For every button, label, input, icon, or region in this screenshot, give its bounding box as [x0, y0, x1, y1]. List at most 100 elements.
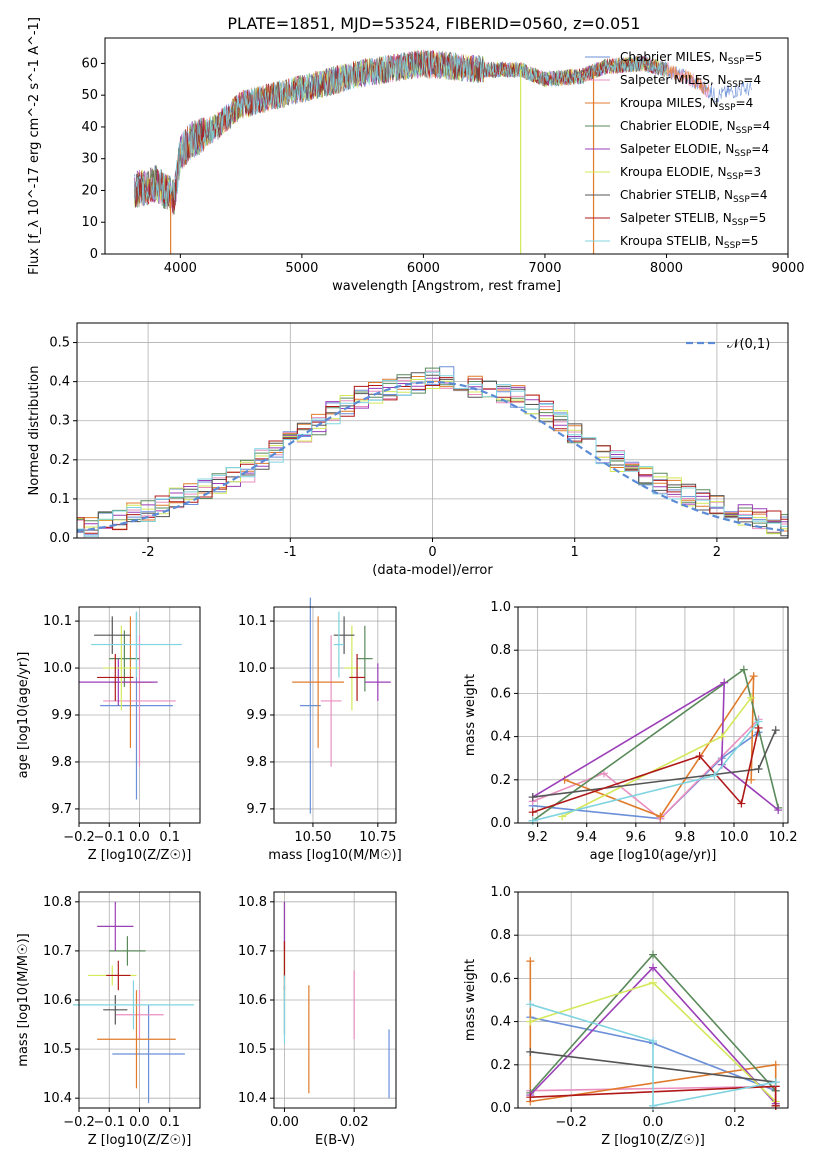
weight-marker — [717, 732, 726, 741]
y-tick-label: 0.4 — [49, 375, 70, 390]
weight-marker — [774, 806, 783, 815]
x-tick-label: 0.0 — [129, 830, 150, 845]
weight-marker — [526, 1017, 535, 1026]
y-tick-label: 0 — [90, 247, 98, 262]
y-tick-label: 60 — [81, 56, 98, 71]
y-axis-label: mass weight — [463, 674, 478, 756]
weight-marker — [649, 963, 657, 972]
y-tick-label: 0.6 — [490, 686, 511, 701]
x-tick-label: −0.2 — [63, 830, 95, 845]
histogram-step — [77, 367, 788, 534]
axes-frame — [78, 606, 201, 824]
weight-marker — [526, 1047, 535, 1056]
legend-entry: Salpeter STELIB, NSSP=5 — [620, 211, 766, 228]
weight-marker — [526, 1093, 535, 1102]
weight-marker — [649, 950, 657, 959]
weight-marker — [737, 799, 746, 808]
y-tick-label: 10.4 — [43, 1091, 72, 1106]
y-tick-label: 9.8 — [246, 755, 267, 770]
x-tick-label: 9.2 — [527, 830, 548, 845]
y-tick-label: 0.4 — [490, 730, 511, 745]
y-tick-label: 10.7 — [238, 944, 267, 959]
x-tick-label: 7000 — [528, 261, 561, 276]
histogram-group — [77, 366, 788, 538]
weight-marker — [649, 978, 657, 987]
y-axis-label: mass weight — [463, 959, 478, 1041]
y-tick-label: 9.9 — [246, 708, 267, 723]
histogram-step — [77, 377, 788, 534]
x-tick-label: 9.4 — [576, 830, 597, 845]
weight-marker — [710, 771, 719, 780]
weight-line — [532, 727, 760, 813]
weight-line — [564, 673, 755, 818]
legend-entry: Salpeter MILES, NSSP=4 — [620, 73, 761, 90]
x-axis-label: (data-model)/error — [372, 563, 493, 578]
spectrum-line — [133, 50, 667, 212]
x-tick-label: 10.2 — [769, 830, 798, 845]
y-tick-label: 0.0 — [490, 816, 511, 831]
y-tick-label: 10.1 — [43, 614, 72, 629]
y-tick-label: 0.5 — [49, 336, 70, 351]
y-tick-label: 0.0 — [49, 531, 70, 546]
y-tick-label: 10.8 — [238, 895, 267, 910]
legend-entry: Kroupa STELIB, NSSP=5 — [620, 234, 758, 251]
x-axis-label: Z [log10(Z/Z☉)] — [88, 848, 192, 863]
weight-marker — [771, 1078, 780, 1087]
y-tick-label: 0.1 — [49, 492, 70, 507]
x-tick-label: 8000 — [650, 261, 683, 276]
x-tick-label: 4000 — [164, 261, 197, 276]
legend-entry: Salpeter ELODIE, NSSP=4 — [620, 142, 769, 159]
histogram-step — [77, 372, 788, 537]
spectrum-line — [133, 50, 667, 207]
y-axis-label: Normed distribution — [27, 366, 42, 496]
x-tick-label: 0.00 — [270, 1115, 299, 1130]
y-tick-label: 10.6 — [238, 993, 267, 1008]
weight-marker — [747, 775, 756, 784]
weight-marker — [695, 752, 704, 761]
axes-frame — [273, 606, 397, 824]
y-tick-label: 9.9 — [51, 708, 72, 723]
spectrum-group — [133, 49, 752, 254]
x-axis-label: wavelength [Angstrom, rest frame] — [332, 279, 561, 294]
legend-entry: Kroupa ELODIE, NSSP=3 — [620, 165, 761, 182]
weight-marker — [528, 816, 537, 825]
y-tick-label: 0.6 — [490, 971, 511, 986]
x-tick-label: −0.1 — [93, 1115, 125, 1130]
x-axis-label: Z [log10(Z/Z☉)] — [601, 1133, 705, 1148]
x-axis-label: mass [log10(M/M☉)] — [268, 848, 401, 863]
y-tick-label: 1.0 — [490, 600, 511, 615]
y-tick-label: 9.7 — [51, 802, 72, 817]
x-tick-label: -2 — [142, 545, 155, 560]
weight-line — [530, 1003, 776, 1107]
x-tick-label: 0.0 — [129, 1115, 150, 1130]
x-tick-label: 5000 — [285, 261, 318, 276]
normal-curve — [77, 380, 788, 533]
y-tick-label: 10.4 — [238, 1091, 267, 1106]
y-tick-label: 10.7 — [43, 944, 72, 959]
y-tick-label: 0.3 — [49, 414, 70, 429]
weight-marker — [771, 726, 780, 735]
y-tick-label: 1.0 — [490, 885, 511, 900]
y-tick-label: 0.4 — [490, 1015, 511, 1030]
x-tick-label: −0.1 — [93, 830, 125, 845]
y-tick-label: 0.2 — [490, 773, 511, 788]
x-tick-label: 9000 — [771, 261, 804, 276]
y-tick-label: 9.8 — [51, 755, 72, 770]
y-tick-label: 0.8 — [490, 643, 511, 658]
histogram-step — [77, 366, 788, 536]
x-tick-label: 10.75 — [359, 830, 396, 845]
x-tick-label: 0 — [428, 545, 436, 560]
x-tick-label: 1 — [571, 545, 579, 560]
x-tick-label: 0.2 — [724, 1115, 745, 1130]
y-tick-label: 10.0 — [43, 661, 72, 676]
x-tick-label: 9.6 — [625, 830, 646, 845]
x-tick-label: 10.50 — [294, 830, 331, 845]
x-tick-label: 0.1 — [159, 1115, 180, 1130]
x-tick-label: 0.0 — [643, 1115, 664, 1130]
y-tick-label: 10.5 — [43, 1042, 72, 1057]
weight-marker — [720, 678, 729, 687]
y-axis-label: Flux [f_λ 10^-17 erg cm^-2 s^-1 A^-1] — [27, 17, 42, 275]
figure-title: PLATE=1851, MJD=53524, FIBERID=0560, z=0… — [227, 14, 640, 33]
x-tick-label: -1 — [284, 545, 297, 560]
